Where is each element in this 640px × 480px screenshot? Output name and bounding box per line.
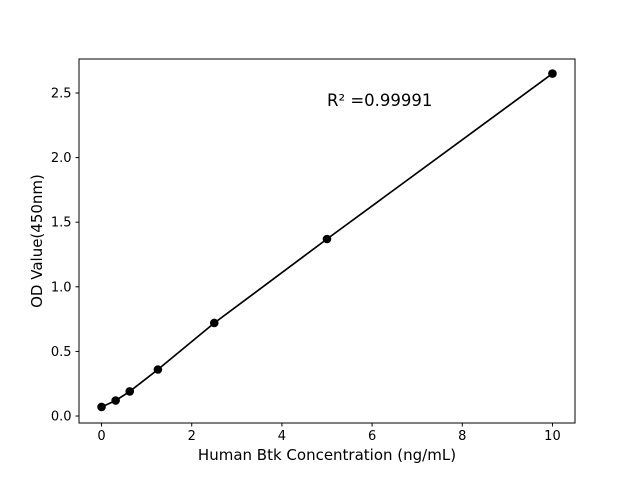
y-tick-label: 1.5 [51, 216, 72, 231]
x-tick-label: 4 [278, 429, 286, 444]
y-tick-label: 0.5 [51, 345, 72, 360]
y-axis: 0.0 0.5 1.0 1.5 2.0 2.5 [51, 86, 79, 425]
data-series [97, 69, 557, 412]
x-tick-label: 0 [97, 429, 105, 444]
data-point [322, 234, 332, 244]
y-tick-label: 2.0 [51, 151, 72, 166]
r-squared-annotation: R² =0.99991 [327, 91, 432, 110]
y-tick-label: 0.0 [51, 410, 72, 425]
y-axis-label: OD Value(450nm) [28, 174, 46, 308]
data-point [125, 387, 135, 396]
x-tick-label: 6 [368, 429, 376, 444]
y-tick-label: 2.5 [51, 86, 72, 101]
x-tick-label: 2 [188, 429, 196, 444]
x-axis: 0 2 4 6 8 10 [97, 423, 561, 444]
data-point [153, 365, 163, 374]
data-point [548, 69, 557, 78]
x-axis-label: Human Btk Concentration (ng/mL) [198, 446, 456, 464]
x-tick-label: 10 [544, 429, 561, 444]
y-tick-label: 1.0 [51, 280, 72, 295]
data-point [97, 402, 106, 412]
data-point [209, 318, 219, 328]
data-point [111, 396, 120, 405]
x-tick-label: 8 [458, 429, 466, 444]
plot-area [78, 58, 576, 424]
